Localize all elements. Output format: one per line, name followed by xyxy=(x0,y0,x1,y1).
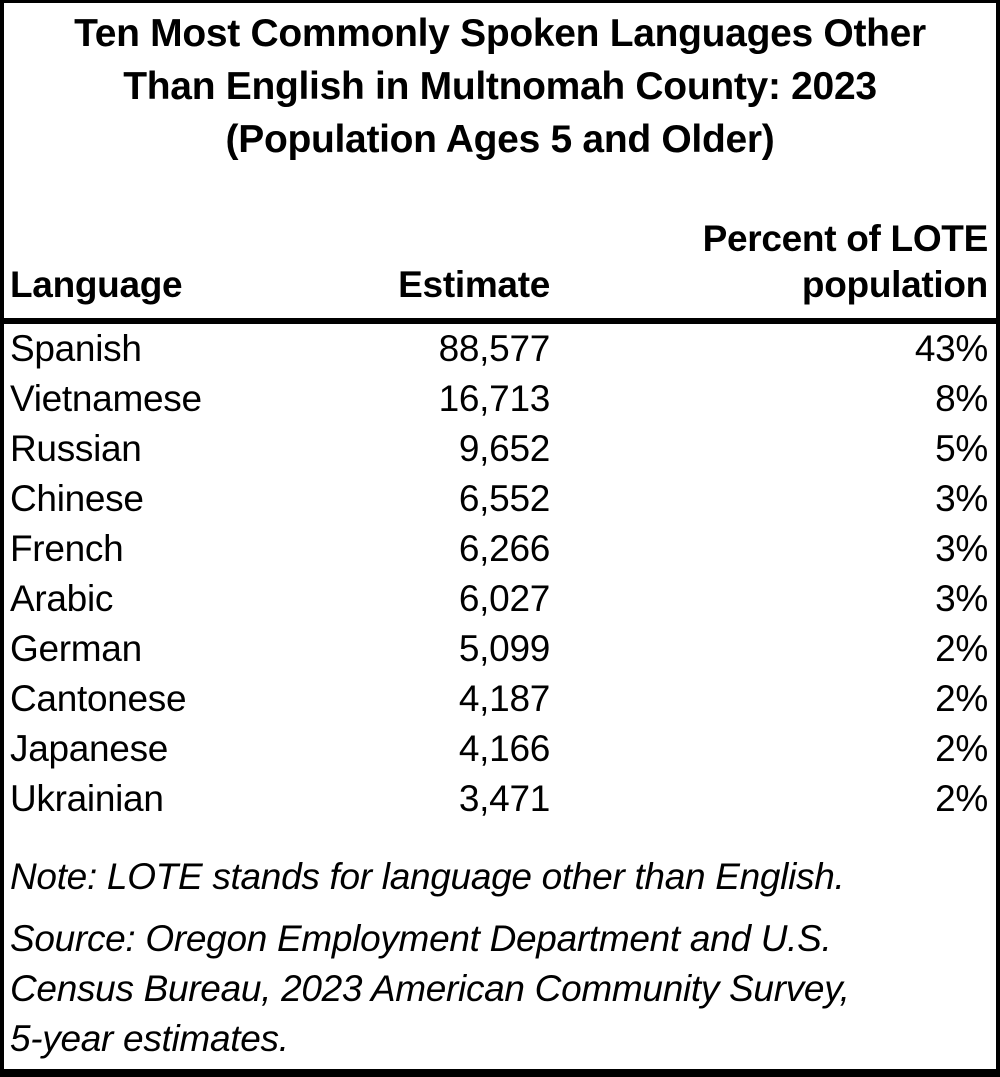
title-line: (Population Ages 5 and Older) xyxy=(225,118,775,161)
percent-cell: 5% xyxy=(935,428,988,469)
title-line: Than English in Multnomah County: 2023 xyxy=(123,65,877,108)
table-row: Japanese 4,166 2% xyxy=(4,724,996,774)
language-cell: Vietnamese xyxy=(10,378,202,419)
table-row: Vietnamese 16,713 8% xyxy=(4,374,996,424)
title-line: Ten Most Commonly Spoken Languages Other xyxy=(74,12,926,55)
table-row: Russian 9,652 5% xyxy=(4,424,996,474)
estimate-cell: 88,577 xyxy=(438,328,551,369)
table-header-row: Language Estimate Percent of LOTE popula… xyxy=(4,166,996,324)
figure-title: Ten Most Commonly Spoken Languages Other… xyxy=(4,3,996,166)
table-body: Spanish 88,577 43% Vietnamese 16,713 8% … xyxy=(4,324,996,824)
estimate-cell: 4,187 xyxy=(458,678,550,719)
column-header-estimate: Estimate xyxy=(398,264,550,305)
table-row: Spanish 88,577 43% xyxy=(4,324,996,374)
percent-cell: 2% xyxy=(935,728,988,769)
estimate-cell: 5,099 xyxy=(458,628,550,669)
source-line: Census Bureau, 2023 American Community S… xyxy=(10,968,850,1009)
percent-cell: 3% xyxy=(935,528,988,569)
source-text: Source: Oregon Employment Department and… xyxy=(10,914,988,1064)
estimate-cell: 3,471 xyxy=(458,778,550,819)
source-line: Source: Oregon Employment Department and… xyxy=(10,918,832,959)
language-cell: Japanese xyxy=(10,728,169,769)
table-row: French 6,266 3% xyxy=(4,524,996,574)
percent-cell: 2% xyxy=(935,678,988,719)
percent-cell: 3% xyxy=(935,478,988,519)
table-row: German 5,099 2% xyxy=(4,624,996,674)
table-row: Cantonese 4,187 2% xyxy=(4,674,996,724)
language-cell: Russian xyxy=(10,428,142,469)
percent-cell: 2% xyxy=(935,628,988,669)
estimate-cell: 16,713 xyxy=(438,378,551,419)
percent-cell: 3% xyxy=(935,578,988,619)
estimate-cell: 6,552 xyxy=(458,478,550,519)
table-row: Arabic 6,027 3% xyxy=(4,574,996,624)
column-header-percent-of-lote-population: Percent of LOTE population xyxy=(702,218,989,305)
percent-cell: 43% xyxy=(914,328,988,369)
language-cell: Chinese xyxy=(10,478,144,519)
language-cell: Arabic xyxy=(10,578,114,619)
estimate-cell: 6,027 xyxy=(458,578,550,619)
language-cell: Ukrainian xyxy=(10,778,164,819)
column-header-language: Language xyxy=(10,264,183,305)
table-row: Chinese 6,552 3% xyxy=(4,474,996,524)
estimate-cell: 9,652 xyxy=(458,428,550,469)
estimate-cell: 4,166 xyxy=(458,728,550,769)
note-text: Note: LOTE stands for language other tha… xyxy=(10,856,845,897)
source-line: 5-year estimates. xyxy=(10,1018,289,1059)
percent-cell: 2% xyxy=(935,778,988,819)
language-cell: Cantonese xyxy=(10,678,187,719)
language-cell: French xyxy=(10,528,124,569)
table-row: Ukrainian 3,471 2% xyxy=(4,774,996,824)
language-cell: German xyxy=(10,628,142,669)
estimate-cell: 6,266 xyxy=(458,528,550,569)
language-cell: Spanish xyxy=(10,328,142,369)
percent-cell: 8% xyxy=(935,378,988,419)
